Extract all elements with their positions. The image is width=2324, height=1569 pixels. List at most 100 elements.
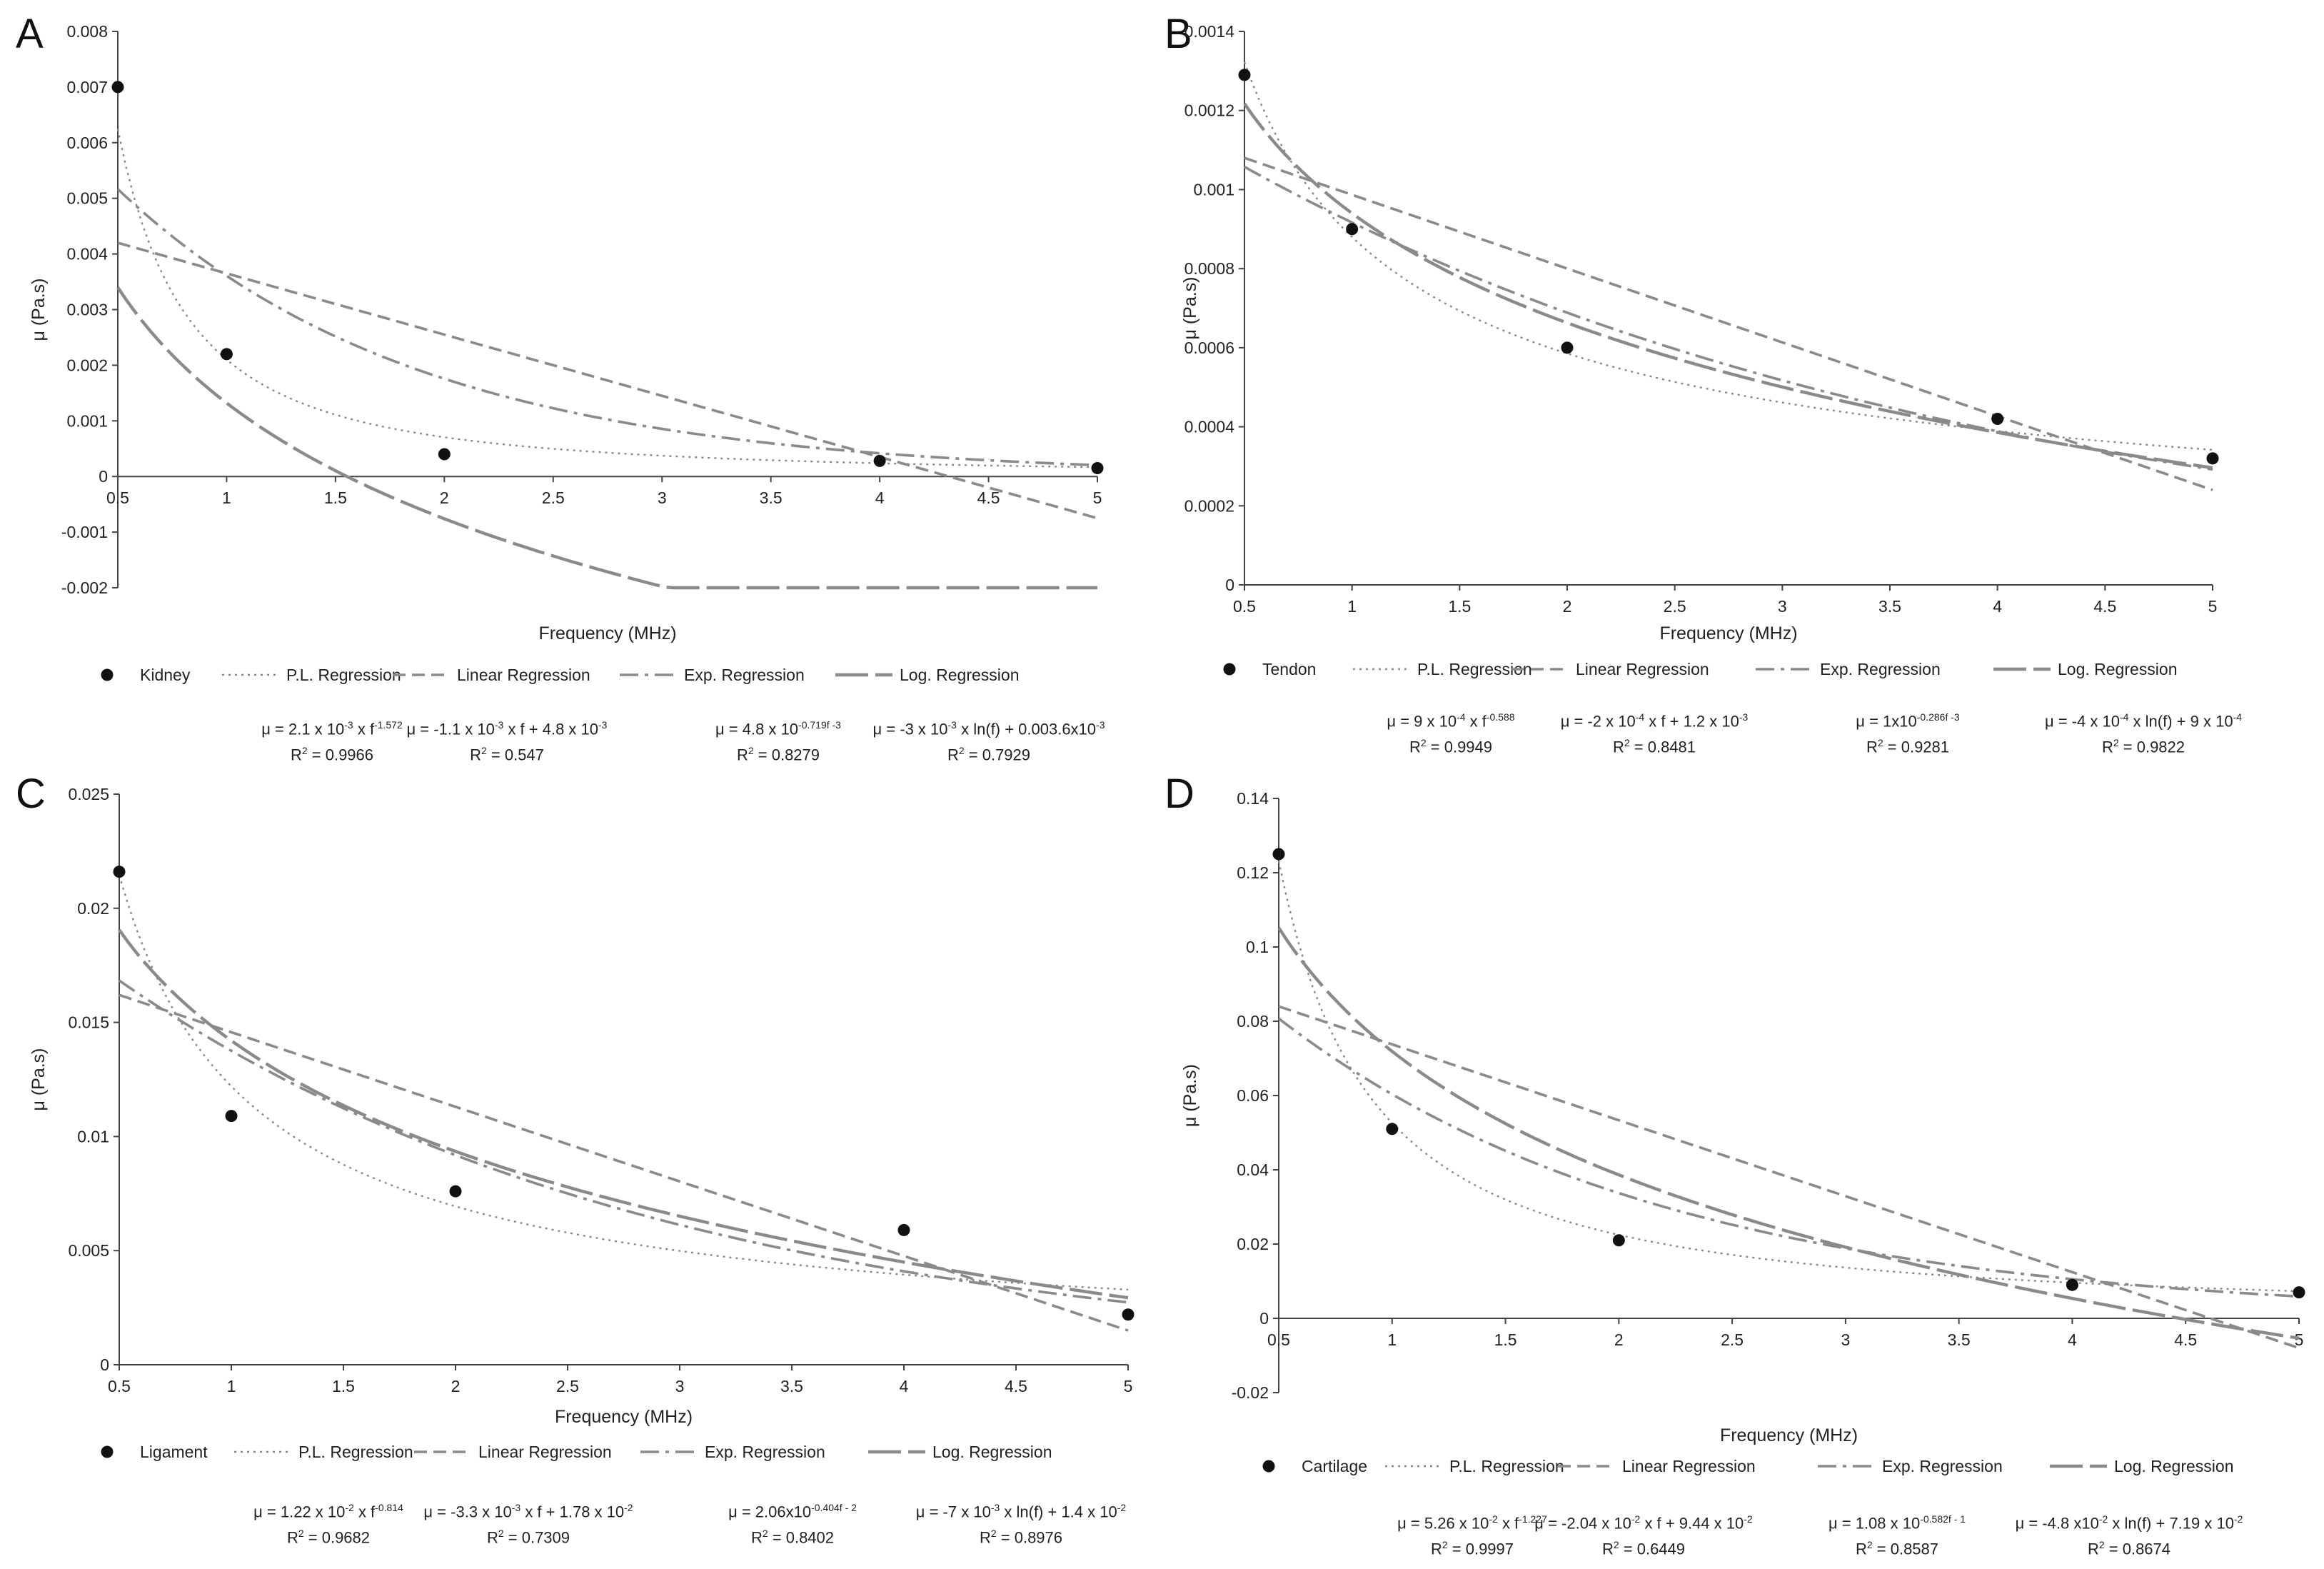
y-tick-label: 0 xyxy=(1259,1309,1269,1328)
data-point xyxy=(873,454,886,467)
y-tick-label: 0.02 xyxy=(77,899,109,918)
equation-formula: μ = -1.1 x 10-3 x f + 4.8 x 10-3 xyxy=(406,719,608,738)
equation-exp: μ = 1.08 x 10-0.582f - 1 R2 = 0.8587 xyxy=(1769,1508,2026,1560)
log-regression-curve xyxy=(116,286,1097,590)
x-tick-label: 3.5 xyxy=(780,1377,803,1395)
data-point xyxy=(1238,69,1251,81)
y-tick-label: 0.0014 xyxy=(1184,22,1235,41)
x-tick-label: 2 xyxy=(1563,597,1572,616)
equation-r-squared: R2 = 0.9281 xyxy=(1866,737,1950,756)
y-tick-label: 0.04 xyxy=(1237,1161,1269,1179)
legend-label-log: Log. Regression xyxy=(2114,1457,2234,1475)
legend-label-pl: P.L. Regression xyxy=(298,1443,413,1461)
data-point xyxy=(113,866,126,878)
y-tick-label: 0 xyxy=(100,1355,109,1374)
y-tick-label: 0.003 xyxy=(66,301,108,319)
equation-log: μ = -7 x 10-3 x ln(f) + 1.4 x 10-2 R2 = 0… xyxy=(892,1497,1150,1549)
x-tick-label: 3 xyxy=(658,488,667,507)
panel-letter-b: B xyxy=(1164,11,1192,57)
x-tick-label: 2.5 xyxy=(1721,1330,1744,1349)
equation-formula: μ = 4.8 x 10-0.719f -3 xyxy=(715,719,841,738)
data-point xyxy=(1272,848,1285,861)
equation-log: μ = -4.8 x10-2 x ln(f) + 7.19 x 10-2 R2 =… xyxy=(2001,1508,2258,1560)
x-tick-label: 1.5 xyxy=(324,488,347,507)
linear-regression-curve xyxy=(1278,1005,2300,1350)
equation-formula: μ = 1.22 x 10-2 x f-0.814 xyxy=(253,1502,403,1521)
legend-label-log: Log. Regression xyxy=(932,1443,1052,1461)
legend-label-linear: Linear Regression xyxy=(1576,660,1709,678)
chart-b: 0 0.0002 0.0004 0.0006 0.0008 0.001 0.0012 0.00… xyxy=(1180,22,2219,678)
y-tick-label: 0.08 xyxy=(1237,1012,1269,1031)
equation-formula: μ = -3 x 10-3 x ln(f) + 0.003.6x10-3 xyxy=(872,719,1105,738)
equation-exp: μ = 4.8 x 10-0.719f -3 R2 = 0.8279 xyxy=(650,714,907,766)
equation-r-squared: R2 = 0.9822 xyxy=(2101,737,2185,756)
equation-r-squared: R2 = 0.8402 xyxy=(750,1528,835,1547)
x-tick-label: 4 xyxy=(1993,597,2002,616)
y-tick-label: 0.004 xyxy=(66,245,108,264)
chart-c: 0 0.005 0.01 0.015 0.02 0.025 0.5 1 1.5 2 2.5 3 3.5 4… xyxy=(29,785,1135,1461)
data-point xyxy=(449,1185,462,1198)
legend-marker-points xyxy=(1262,1460,1275,1473)
equation-formula: μ = -3.3 x 10-3 x f + 1.78 x 10-2 xyxy=(423,1502,633,1521)
x-tick-label: 0.5 xyxy=(1233,597,1256,616)
data-point xyxy=(2293,1286,2305,1299)
x-tick-label: 1 xyxy=(1387,1330,1397,1349)
x-tick-label: 3.5 xyxy=(1948,1330,1971,1349)
equation-r-squared: R2 = 0.8674 xyxy=(2087,1539,2171,1558)
x-tick-label: 4 xyxy=(2068,1330,2077,1349)
data-point xyxy=(1612,1234,1625,1247)
y-tick-label: -0.002 xyxy=(61,578,108,597)
x-tick-label: 4.5 xyxy=(1005,1377,1027,1395)
equation-linear: μ = -2 x 10-4 x f + 1.2 x 10-3 R2 = 0.848… xyxy=(1526,706,1783,758)
equation-r-squared: R2 = 0.9949 xyxy=(1409,737,1493,756)
panel-b: B 0 0.0002 0.0004 0.0006 0.0008 0.001 0.0012 0.… xyxy=(1162,0,2323,784)
legend-label-series: Cartilage xyxy=(1302,1457,1367,1475)
equation-linear: μ = -3.3 x 10-3 x f + 1.78 x 10-2 R2 = 0.… xyxy=(400,1497,657,1549)
panel-c: C 0 0.005 0.01 0.015 0.02 0.025 0.5 1 1.5 2 2.5 3 3.… xyxy=(0,770,1162,1554)
data-point xyxy=(897,1223,910,1236)
exp-regression-curve xyxy=(118,979,1129,1304)
x-tick-label: 2.5 xyxy=(542,488,565,507)
panel-d: D -0.02 0 0.02 0.04 0.06 0.08 0.1 0.12 0.14 0.5 1 1… xyxy=(1162,770,2323,1558)
panel-letter-a: A xyxy=(16,11,44,57)
y-tick-label: 0 xyxy=(1225,576,1234,594)
y-tick-label: 0.008 xyxy=(66,22,108,41)
legend-label-linear: Linear Regression xyxy=(1622,1457,1756,1475)
equation-r-squared: R2 = 0.7309 xyxy=(486,1528,570,1547)
legend-label-exp: Exp. Regression xyxy=(705,1443,825,1461)
x-tick-label: 2 xyxy=(440,488,449,507)
equation-pl: μ = 9 x 10-4 x f-0.588 R2 = 0.9949 xyxy=(1322,706,1579,758)
chart-a: -0.002 -0.001 0 0.001 0.002 0.003 0.004 0.005 0.… xyxy=(29,22,1104,684)
legend-marker-points xyxy=(1223,663,1236,676)
equation-formula: μ = 9 x 10-4 x f-0.588 xyxy=(1387,711,1515,731)
data-point xyxy=(225,1110,238,1123)
log-regression-curve xyxy=(1243,102,2213,470)
x-tick-label: 5 xyxy=(2295,1330,2304,1349)
x-tick-label: 5 xyxy=(2208,597,2218,616)
x-tick-label: 1.5 xyxy=(332,1377,355,1395)
legend-label-linear: Linear Regression xyxy=(478,1443,612,1461)
x-tick-label: 5 xyxy=(1124,1377,1133,1395)
legend-marker-points xyxy=(101,668,114,681)
equation-r-squared: R2 = 0.9682 xyxy=(286,1528,371,1547)
y-axis-title: μ (Pa.s) xyxy=(29,278,49,341)
legend-marker-points xyxy=(101,1445,114,1458)
equation-exp: μ = 2.06x10-0.404f - 2 R2 = 0.8402 xyxy=(664,1497,921,1549)
data-point xyxy=(2066,1278,2078,1291)
x-tick-label: 1.5 xyxy=(1448,597,1471,616)
legend-label-series: Tendon xyxy=(1262,660,1316,678)
y-axis-title: μ (Pa.s) xyxy=(1180,276,1200,339)
y-axis-title: μ (Pa.s) xyxy=(1180,1064,1200,1127)
legend-label-pl: P.L. Regression xyxy=(1449,1457,1564,1475)
equation-linear: μ = -1.1 x 10-3 x f + 4.8 x 10-3 R2 = 0.5… xyxy=(378,714,635,766)
equation-formula: μ = 2.06x10-0.404f - 2 xyxy=(728,1502,857,1521)
data-point xyxy=(2206,452,2219,465)
equation-r-squared: R2 = 0.9966 xyxy=(290,745,374,764)
linear-regression-curve xyxy=(1244,156,2213,491)
equation-r-squared: R2 = 0.8976 xyxy=(979,1528,1063,1547)
equation-formula: μ = -7 x 10-3 x ln(f) + 1.4 x 10-2 xyxy=(915,1502,1127,1521)
y-tick-label: 0.1 xyxy=(1246,938,1269,956)
equation-exp: μ = 1x10-0.286f -3 R2 = 0.9281 xyxy=(1779,706,2036,758)
x-tick-label: 3 xyxy=(675,1377,685,1395)
data-point xyxy=(1091,462,1104,475)
